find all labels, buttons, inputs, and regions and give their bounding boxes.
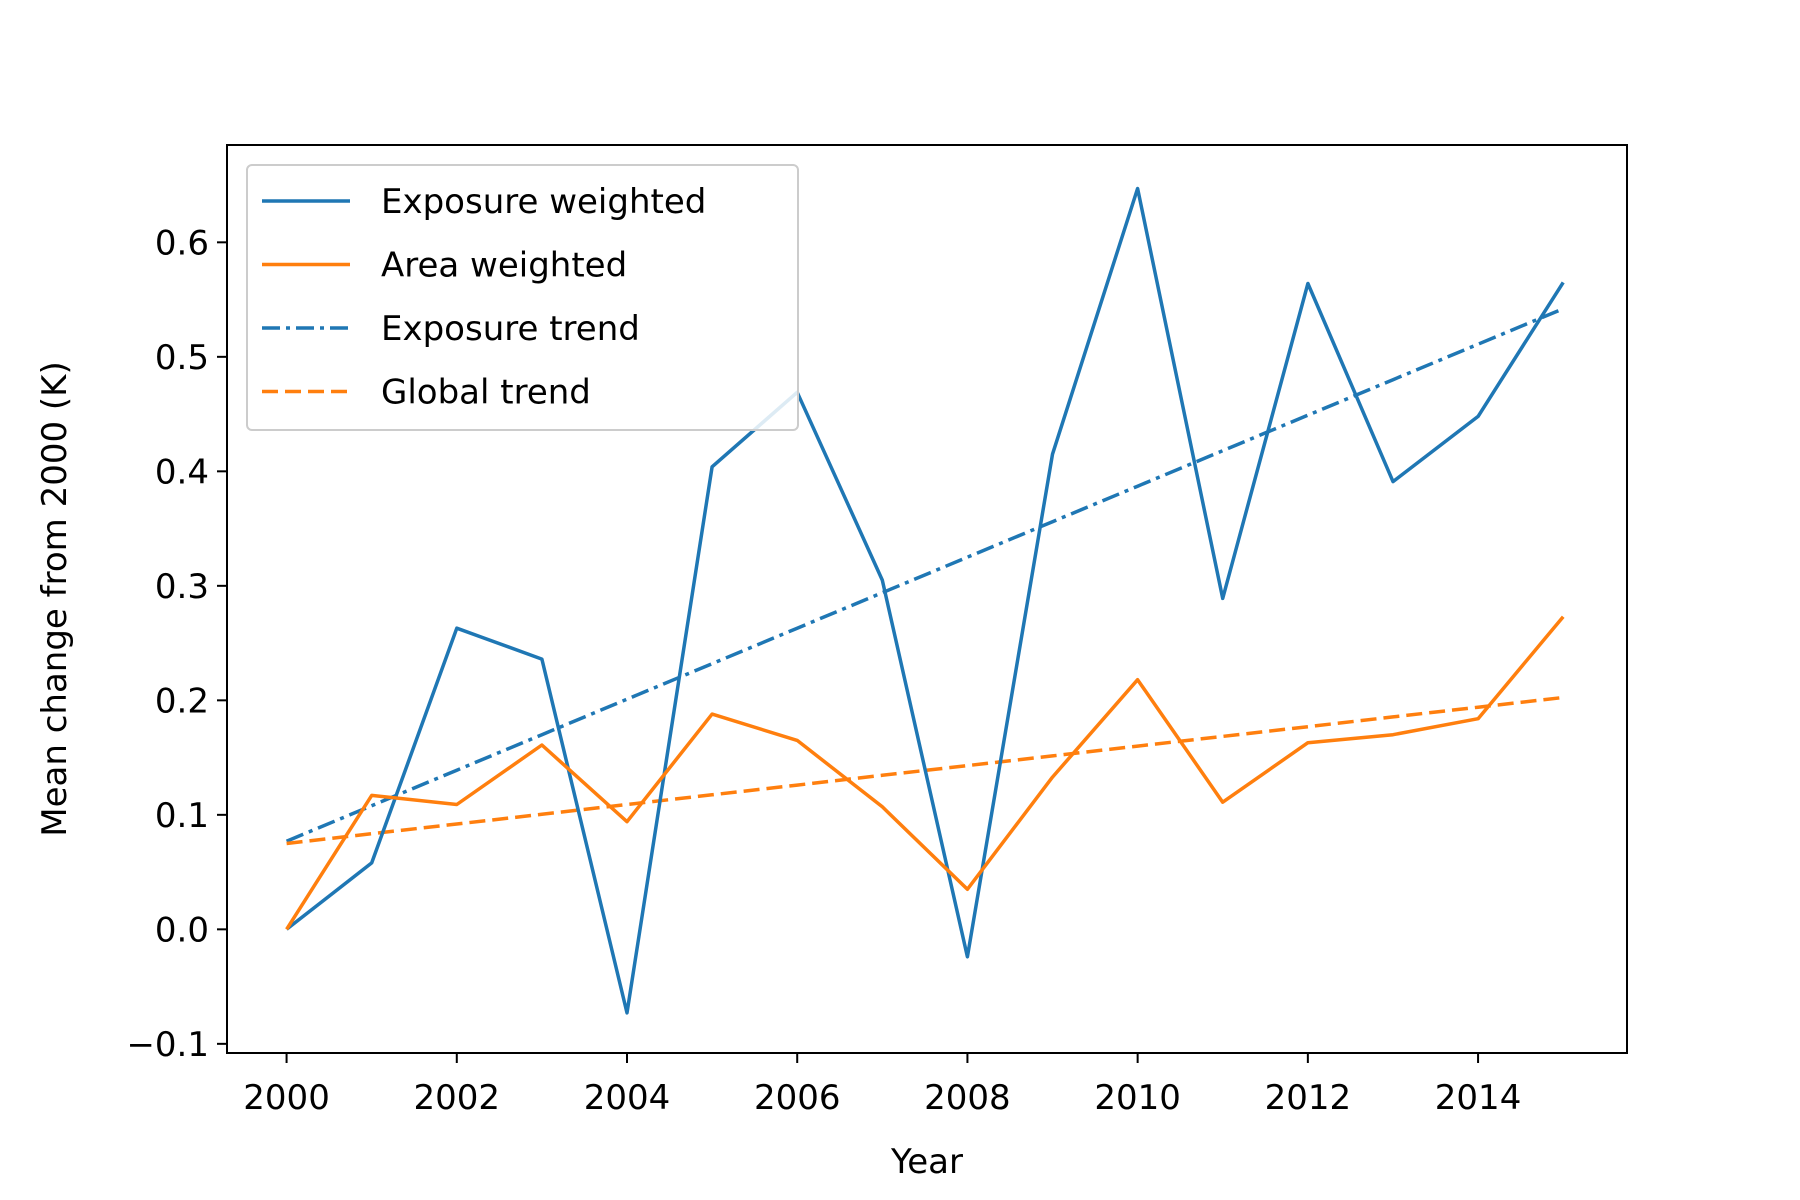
y-tick-label: 0.0 [155,910,209,950]
y-tick-label: −0.1 [126,1025,209,1065]
plot-frame [226,144,1628,1054]
series-line-4 [286,695,1564,846]
x-axis: 2000 2002 2004 2006 2008 2010 2012 2014 [243,1053,1521,1118]
y-axis-label: Mean change from 2000 (K) [35,361,75,836]
y-tick-label: 0.5 [155,338,209,378]
series-line-3 [285,307,1564,843]
y-axis: −0.1 0.0 0.1 0.2 0.3 0.4 0.5 0.6 [126,223,227,1065]
y-tick-label: 0.3 [155,567,209,607]
legend-label-4: Global trend [381,373,591,413]
legend-label-2: Area weighted [381,246,627,286]
y-tick-label: 0.1 [155,796,209,836]
y-tick-label: 0.6 [155,223,209,263]
legend: Exposure weighted Area weighted Exposure t… [246,164,799,431]
legend-box [246,164,799,431]
x-tick-label: 2004 [584,1078,671,1118]
x-tick-label: 2002 [414,1078,501,1118]
y-tick-label: 0.2 [155,681,209,721]
legend-label-1: Exposure weighted [381,182,706,222]
x-tick-label: 2012 [1265,1078,1352,1118]
x-axis-label: Year [890,1142,963,1182]
legend-label-3: Exposure trend [381,309,640,349]
x-tick-label: 2000 [243,1078,330,1118]
y-tick-label: 0.4 [155,452,209,492]
x-tick-label: 2014 [1435,1078,1522,1118]
series-line-2 [285,615,1565,931]
x-tick-label: 2010 [1094,1078,1181,1118]
series-line-1 [285,186,1565,1015]
series-layer [285,186,1565,1015]
x-tick-label: 2008 [924,1078,1011,1118]
x-tick-label: 2006 [754,1078,841,1118]
